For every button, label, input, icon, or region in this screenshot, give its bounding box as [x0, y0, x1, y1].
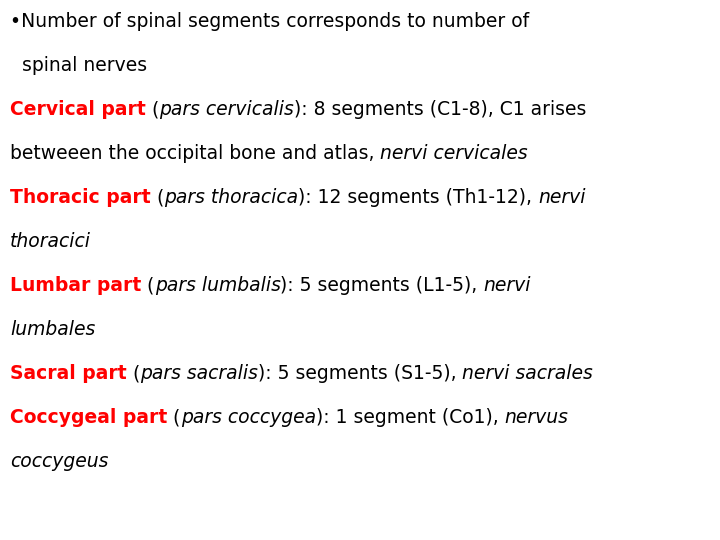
Text: Coccygeal part: Coccygeal part	[10, 408, 167, 427]
Text: Sacral part: Sacral part	[10, 364, 127, 383]
Text: ): 8 segments (C1-8), C1 arises: ): 8 segments (C1-8), C1 arises	[294, 100, 586, 119]
Text: •Number of spinal segments corresponds to number of: •Number of spinal segments corresponds t…	[10, 12, 529, 31]
Text: spinal nerves: spinal nerves	[10, 56, 147, 75]
Text: (: (	[141, 276, 155, 295]
Text: Cervical part: Cervical part	[10, 100, 145, 119]
Text: pars thoracica: pars thoracica	[164, 188, 298, 207]
Text: lumbales: lumbales	[10, 320, 95, 339]
Text: pars sacralis: pars sacralis	[140, 364, 258, 383]
Text: nervi: nervi	[538, 188, 585, 207]
Text: (: (	[127, 364, 140, 383]
Text: pars cervicalis: pars cervicalis	[159, 100, 294, 119]
Text: nervi sacrales: nervi sacrales	[462, 364, 593, 383]
Text: nervi cervicales: nervi cervicales	[380, 144, 528, 163]
Text: Thoracic part: Thoracic part	[10, 188, 150, 207]
Text: thoracici: thoracici	[10, 232, 91, 251]
Text: nervi: nervi	[484, 276, 531, 295]
Text: pars lumbalis: pars lumbalis	[155, 276, 281, 295]
Text: Lumbar part: Lumbar part	[10, 276, 141, 295]
Text: ): 1 segment (Co1),: ): 1 segment (Co1),	[316, 408, 505, 427]
Text: coccygeus: coccygeus	[10, 452, 109, 471]
Text: betweeen the occipital bone and atlas,: betweeen the occipital bone and atlas,	[10, 144, 380, 163]
Text: ): 5 segments (L1-5),: ): 5 segments (L1-5),	[281, 276, 484, 295]
Text: (: (	[145, 100, 159, 119]
Text: (: (	[167, 408, 181, 427]
Text: pars coccygea: pars coccygea	[181, 408, 316, 427]
Text: ): 5 segments (S1-5),: ): 5 segments (S1-5),	[258, 364, 462, 383]
Text: ): 12 segments (Th1-12),: ): 12 segments (Th1-12),	[298, 188, 538, 207]
Text: nervus: nervus	[505, 408, 568, 427]
Text: (: (	[150, 188, 164, 207]
